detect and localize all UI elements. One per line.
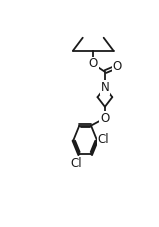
Text: O: O bbox=[89, 57, 98, 70]
Text: Cl: Cl bbox=[98, 133, 110, 146]
Text: O: O bbox=[100, 112, 110, 125]
Text: N: N bbox=[100, 81, 109, 94]
Text: Cl: Cl bbox=[70, 157, 82, 170]
Text: O: O bbox=[113, 60, 122, 73]
